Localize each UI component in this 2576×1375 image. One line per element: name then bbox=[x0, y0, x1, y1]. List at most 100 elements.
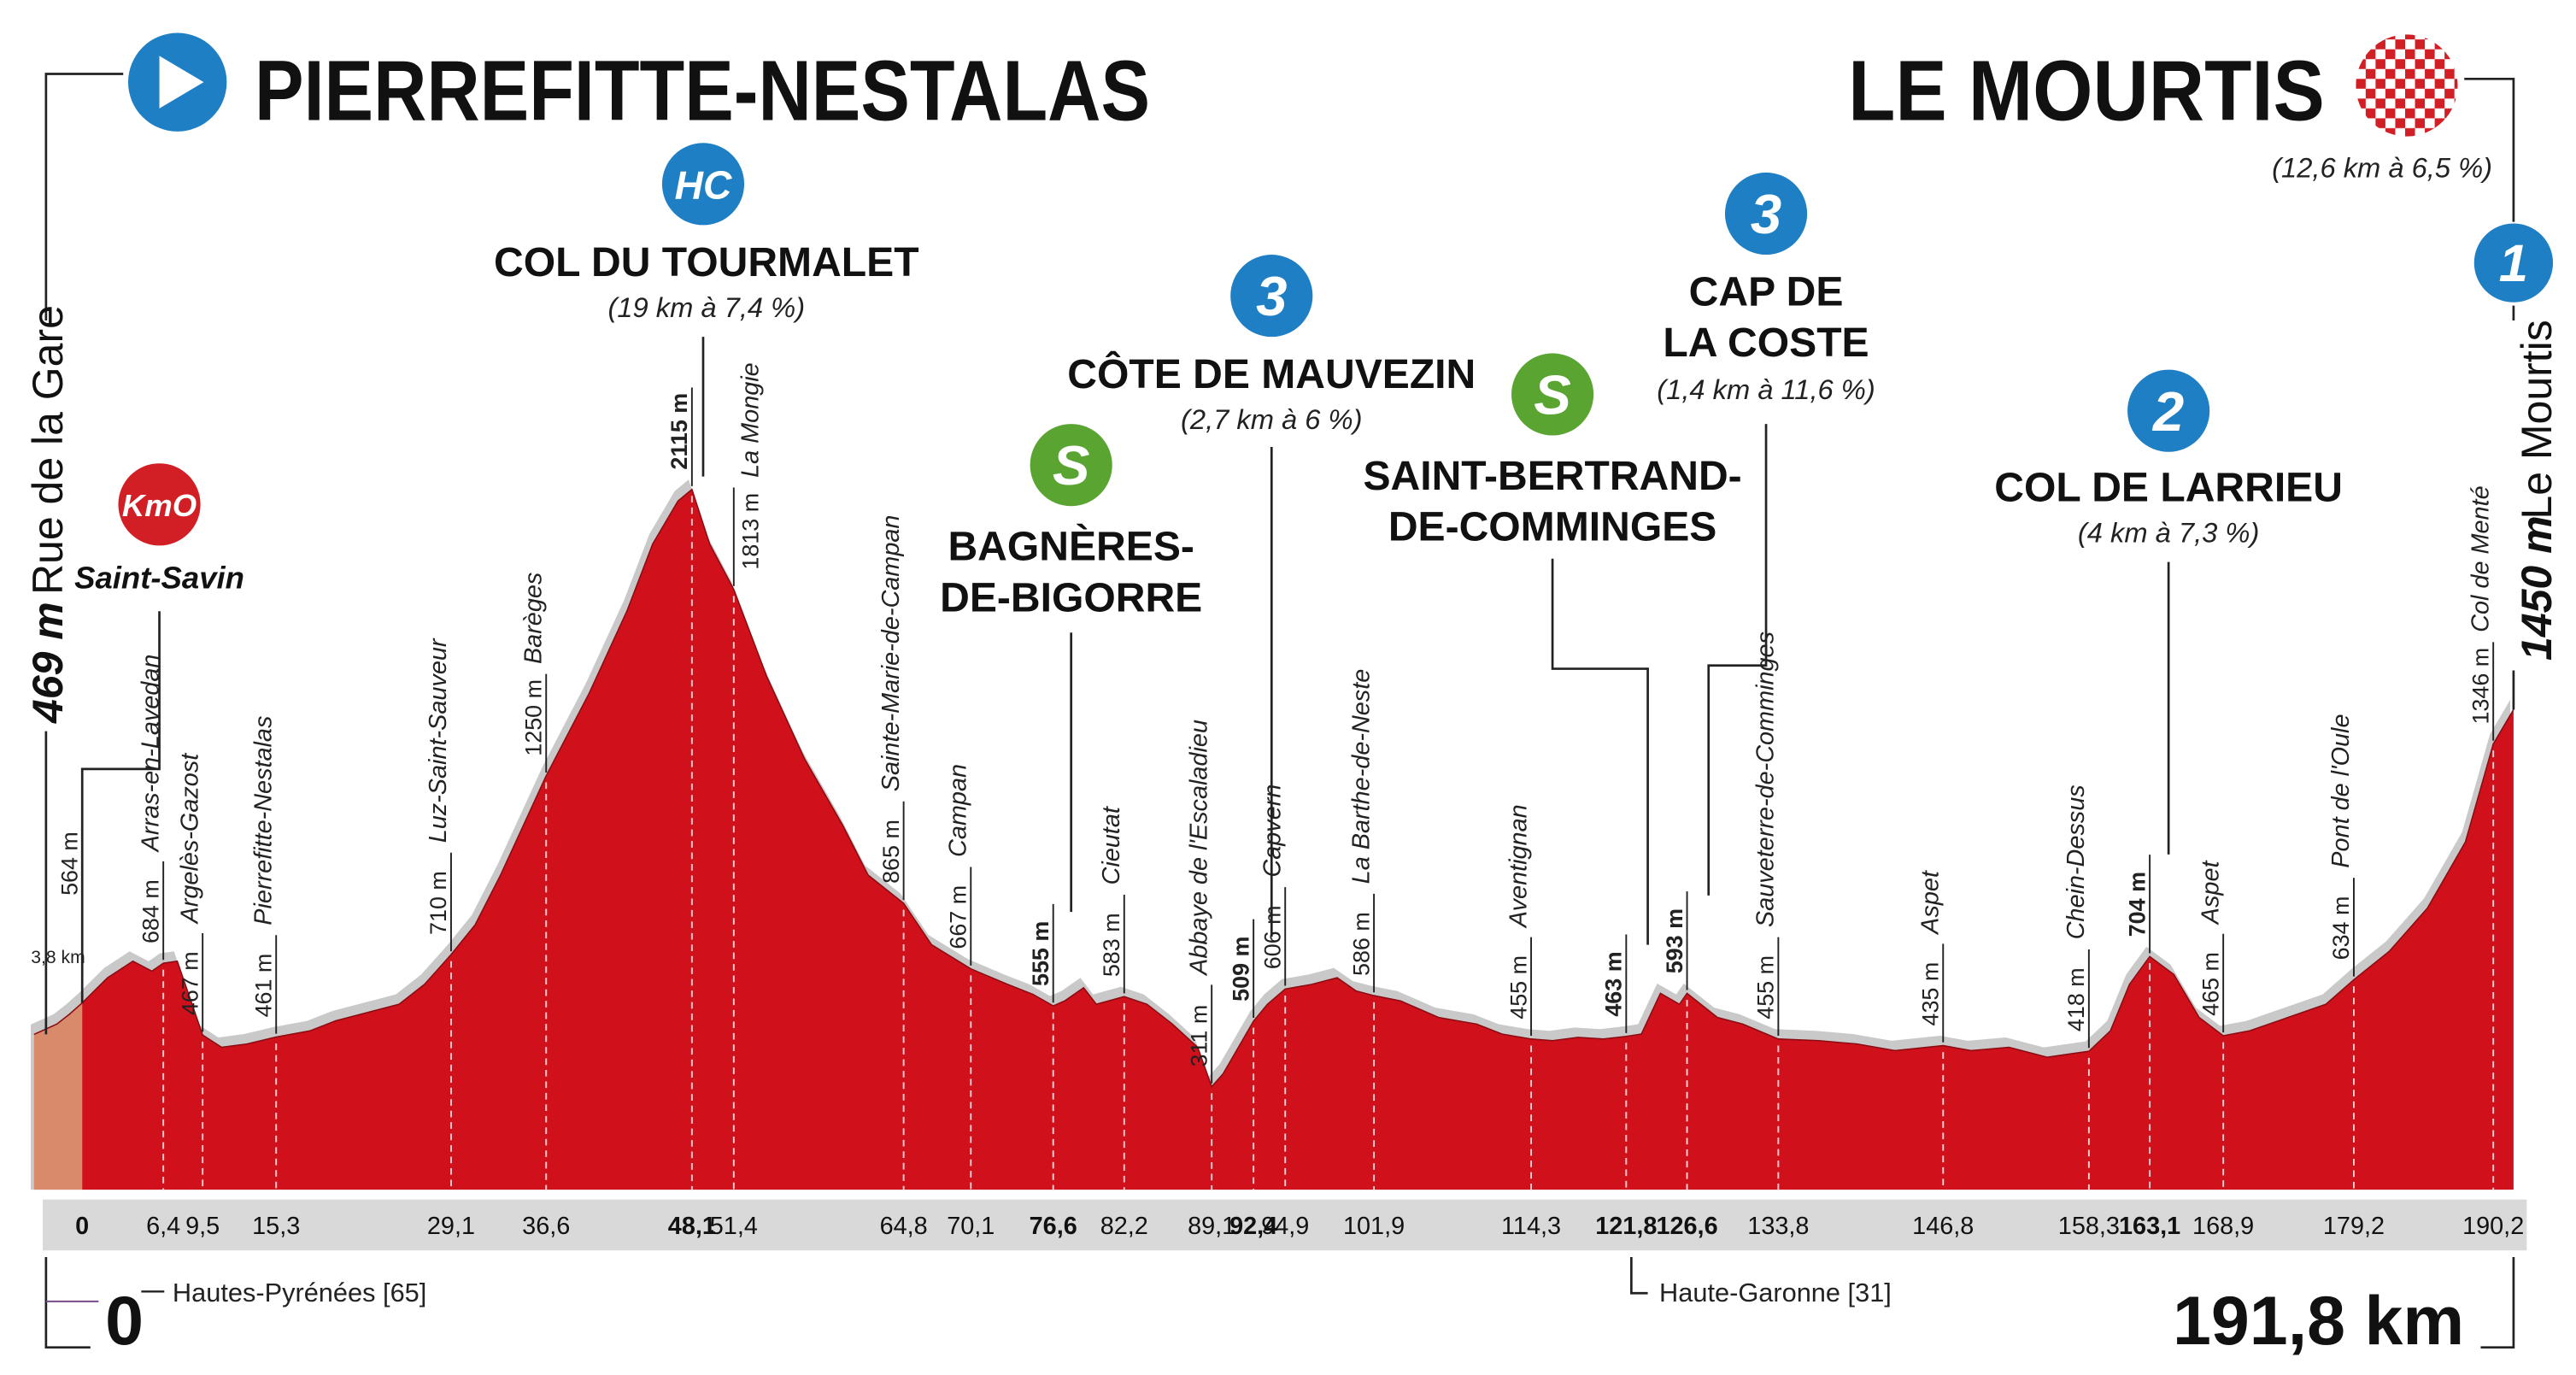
altitude-label: 667 m bbox=[945, 885, 971, 949]
place-label: Campan bbox=[944, 764, 971, 857]
waypoint-layer: 684 m Arras-en-Lavedan 6,4 467 m Argelès-Gaz… bbox=[137, 362, 2524, 1240]
climb-name: LA COSTE bbox=[1663, 320, 1869, 366]
altitude-label: 435 m bbox=[1917, 962, 1943, 1026]
department-change-line bbox=[1630, 1256, 1648, 1295]
place-label: Abbaye de l'Escaladieu bbox=[1185, 720, 1212, 977]
km-label: 15,3 bbox=[252, 1213, 300, 1240]
altitude-label: 865 m bbox=[878, 820, 904, 884]
sprint-name: SAINT-BERTRAND- bbox=[1363, 453, 1741, 499]
altitude-label: 1250 m bbox=[520, 679, 546, 756]
altitude-label: 684 m bbox=[138, 879, 163, 943]
km-label: 168,9 bbox=[2192, 1213, 2254, 1240]
kmo-place: Saint-Savin bbox=[74, 560, 244, 595]
sprint-name: DE-COMMINGES bbox=[1388, 504, 1716, 550]
km-label: 9,5 bbox=[185, 1213, 220, 1240]
climb-detail: (4 km à 7,3 %) bbox=[2078, 517, 2259, 549]
altitude-label: 1813 m bbox=[738, 493, 764, 570]
finish-altitude: 1450 m bbox=[2513, 515, 2561, 661]
climb-badge bbox=[1230, 255, 1313, 338]
finish-km: 191,8 km bbox=[2173, 1283, 2464, 1360]
altitude-label: 1346 m bbox=[2467, 648, 2493, 725]
altitude-label: 509 m bbox=[1228, 937, 1253, 1002]
altitude-label: 418 m bbox=[2063, 967, 2089, 1031]
altitude-label: 634 m bbox=[2328, 896, 2354, 961]
km-label: 163,1 bbox=[2119, 1213, 2180, 1240]
altitude-label: 455 m bbox=[1505, 955, 1531, 1019]
finish-name: LE MOURTIS bbox=[1848, 43, 2325, 138]
km-label: 146,8 bbox=[1912, 1213, 1974, 1240]
department: Haute-Garonne [31] bbox=[1659, 1278, 1892, 1307]
altitude-label: 710 m bbox=[425, 871, 451, 935]
start-bracket bbox=[44, 73, 124, 320]
km-band bbox=[43, 1199, 2527, 1251]
place-label: Pont de l'Oule bbox=[2327, 714, 2355, 868]
altitude-label: 593 m bbox=[1662, 908, 1687, 973]
sprint-name: DE-BIGORRE bbox=[940, 574, 1202, 620]
sprint-badge bbox=[1030, 424, 1112, 507]
climb-badge bbox=[2127, 369, 2210, 452]
altitude-label: 583 m bbox=[1099, 913, 1124, 977]
altitude-label: 2115 m bbox=[666, 393, 692, 470]
finish-climb-detail: (12,6 km à 6,5 %) bbox=[2272, 152, 2492, 184]
climb-name: CAP DE bbox=[1689, 269, 1844, 315]
place-label: Cieutat bbox=[1098, 805, 1125, 884]
finish-flag bbox=[2356, 34, 2458, 137]
climb-name: CÔTE DE MAUVEZIN bbox=[1067, 350, 1476, 397]
km-label: 92,4 bbox=[1229, 1213, 1277, 1240]
climb-badge bbox=[661, 143, 745, 226]
altitude-label: 564 m bbox=[56, 831, 82, 896]
altitude-label: 311 m bbox=[1186, 1005, 1212, 1067]
km-label: 51,4 bbox=[710, 1213, 758, 1240]
climb-category: 2 bbox=[2151, 380, 2184, 443]
km-label: 64,8 bbox=[880, 1213, 928, 1240]
altitude-label: 463 m bbox=[1601, 951, 1627, 1016]
start-icon-arrow bbox=[159, 56, 204, 109]
km-label: 121,8 bbox=[1595, 1213, 1657, 1240]
km-label: 114,3 bbox=[1501, 1213, 1561, 1240]
place-label: La Barthe-de-Neste bbox=[1347, 669, 1375, 884]
altitude-label: 465 m bbox=[2198, 952, 2223, 1016]
sprint-letter: S bbox=[1053, 434, 1090, 497]
altitude-label: 586 m bbox=[1348, 912, 1374, 976]
km-label: 158,3 bbox=[2058, 1213, 2120, 1240]
km-label: 29,1 bbox=[427, 1213, 475, 1240]
profile-line bbox=[33, 488, 2514, 1089]
place-label: Aspet bbox=[1916, 869, 1944, 936]
place-label: Sauveterre-de-Comminges bbox=[1752, 632, 1780, 927]
sprint-badge bbox=[1511, 353, 1594, 436]
start-place: Rue de la Gare bbox=[24, 305, 72, 595]
profile-layer bbox=[30, 479, 2514, 1190]
bottom-right-bracket bbox=[2480, 1256, 2515, 1349]
climb-name: COL DU TOURMALET bbox=[494, 239, 919, 285]
finish-place: Le Mourtis bbox=[2513, 320, 2561, 519]
sprint-letter: S bbox=[1534, 364, 1571, 426]
altitude-label: 555 m bbox=[1028, 921, 1053, 986]
km-label: 190,2 bbox=[2462, 1213, 2524, 1240]
kmo-connector bbox=[80, 611, 161, 1003]
place-label: Pierrefitte-Nestalas bbox=[249, 716, 277, 925]
climb-category: 3 bbox=[1256, 265, 1287, 327]
altitude-label: 467 m bbox=[177, 951, 202, 1015]
place-label: Aventignan bbox=[1505, 804, 1532, 929]
km-label: 94,9 bbox=[1261, 1213, 1309, 1240]
km-label: 70,1 bbox=[947, 1213, 995, 1240]
climb-badge bbox=[1724, 172, 1808, 256]
climb-category: 1 bbox=[2499, 234, 2528, 293]
place-label: Luz-Saint-Sauveur bbox=[425, 638, 452, 843]
km-label: 6,4 bbox=[146, 1213, 180, 1240]
bottom-left-bracket bbox=[44, 1256, 91, 1349]
department: Hautes-Pyrénées [65] bbox=[173, 1278, 426, 1307]
km-label: 126,6 bbox=[1656, 1213, 1717, 1240]
profile-area bbox=[82, 489, 2514, 1190]
place-label: La Mongie bbox=[737, 362, 765, 478]
km-label: 0 bbox=[75, 1213, 89, 1240]
start-name: PIERREFITTE-NESTALAS bbox=[255, 43, 1150, 138]
km-label: 82,2 bbox=[1100, 1213, 1148, 1240]
km-label: 76,6 bbox=[1030, 1213, 1077, 1240]
altitude-label: 606 m bbox=[1259, 905, 1285, 969]
place-label: Chein-Dessus bbox=[2063, 784, 2090, 939]
km-label: 89,1 bbox=[1188, 1213, 1235, 1240]
